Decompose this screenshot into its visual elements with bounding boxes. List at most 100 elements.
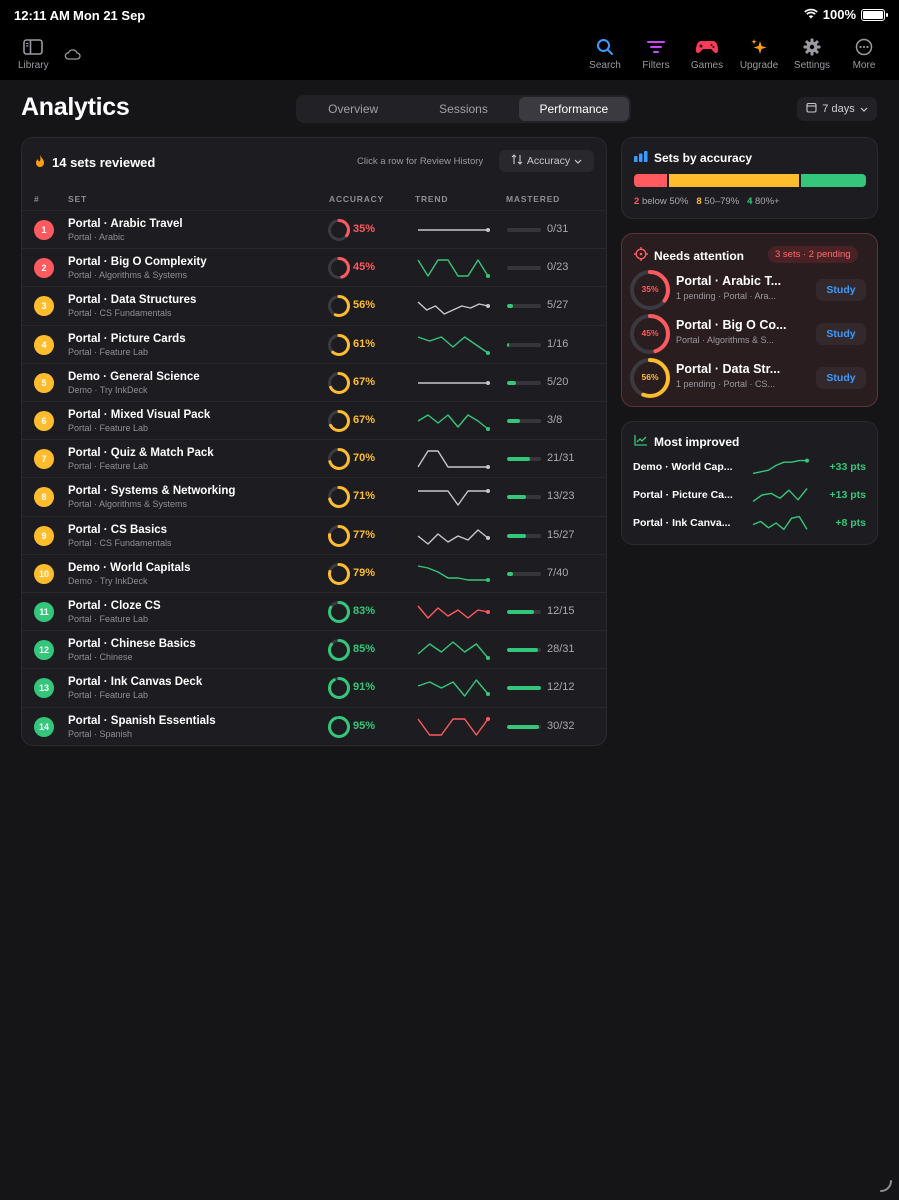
table-row[interactable]: 5 Demo · General Science Demo · Try InkDec… (22, 362, 606, 401)
mastered-value: 0/23 (547, 261, 569, 274)
status-date: Mon 21 Sep (73, 8, 146, 23)
table-row[interactable]: 4 Portal · Picture Cards Portal · Feature … (22, 324, 606, 363)
sort-dropdown[interactable]: Accuracy (499, 150, 594, 172)
filters-icon (647, 36, 665, 58)
attention-set-subtitle: 1 pending · Portal · CS... (676, 379, 776, 389)
mastered-value: 12/12 (547, 681, 575, 694)
mastered-bar-fill (507, 495, 527, 500)
accuracy-ring (328, 448, 350, 471)
table-row[interactable]: 12 Portal · Chinese Basics Portal · Chines… (22, 630, 606, 668)
accuracy-ring (328, 371, 350, 394)
trend-sparkline (417, 414, 490, 431)
mastered-bar (507, 266, 541, 271)
study-button[interactable]: Study (816, 323, 866, 345)
toolbar-label: Filters (642, 60, 670, 71)
mastered-value: 28/31 (547, 643, 575, 656)
toolbar-search-button[interactable]: Search (580, 36, 630, 71)
toolbar-upgrade-button[interactable]: Upgrade (734, 36, 784, 71)
mastered-bar (507, 342, 541, 347)
table-row[interactable]: 6 Portal · Mixed Visual Pack Portal · Feat… (22, 401, 606, 439)
improved-item[interactable]: Portal · Picture Ca... +13 pts (633, 486, 867, 506)
improved-item[interactable]: Portal · Ink Canva... +8 pts (633, 514, 867, 534)
table-row[interactable]: 2 Portal · Big O Complexity Portal · Algor… (22, 248, 606, 286)
set-subtitle: Portal · Feature Lab (68, 614, 149, 624)
library-button[interactable]: Library (18, 36, 49, 71)
table-row[interactable]: 14 Portal · Spanish Essentials Portal · Sp… (22, 706, 606, 745)
mastered-bar (507, 571, 541, 576)
mastered-value: 21/31 (547, 452, 575, 465)
search-icon (596, 36, 614, 58)
wifi-icon (803, 7, 818, 22)
table-row[interactable]: 1 Portal · Arabic Travel Portal · Arabic 35… (22, 210, 606, 248)
accuracy-percent: 95% (353, 719, 376, 732)
table-row[interactable]: 11 Portal · Cloze CS Portal · Feature Lab 8… (22, 592, 606, 630)
toolbar-settings-button[interactable]: Settings (787, 36, 837, 71)
trend-sparkline (417, 335, 490, 355)
set-name: Portal · Cloze CS (68, 600, 161, 612)
accuracy-ring (328, 524, 350, 547)
accuracy-percent: 85% (353, 643, 376, 656)
sort-label: Accuracy (526, 155, 571, 167)
accuracy-percent: 79% (353, 566, 376, 579)
table-row[interactable]: 8 Portal · Systems & Networking Portal · A… (22, 477, 606, 515)
attention-item[interactable]: 45% Portal · Big O Co... Portal · Algorith… (630, 314, 870, 354)
accuracy-percent: 70% (353, 452, 376, 465)
set-subtitle: Portal · CS Fundamentals (68, 537, 172, 548)
improved-delta: +8 pts (835, 517, 866, 529)
sidebar-icon (23, 36, 44, 58)
below-count: 2 (634, 196, 640, 207)
chevron-down-icon (860, 103, 868, 115)
trend-sparkline (417, 641, 490, 661)
rank-badge: 1 (34, 220, 54, 240)
mastered-value: 30/32 (547, 719, 575, 732)
mastered-bar (507, 457, 541, 462)
accuracy-percent: 56% (353, 299, 376, 312)
accuracy-percent: 35% (353, 223, 376, 235)
col-header-mastered: MASTERED (506, 194, 561, 204)
resize-handle-icon[interactable] (879, 1179, 893, 1198)
study-button[interactable]: Study (816, 279, 866, 301)
accuracy-ring (328, 257, 350, 280)
mastered-bar-fill (507, 304, 514, 309)
improved-sparkline (752, 488, 808, 502)
toolbar-filters-button[interactable]: Filters (631, 36, 681, 71)
mastered-value: 1/16 (547, 337, 569, 350)
mastered-bar-fill (507, 724, 539, 729)
mastered-bar-fill (507, 648, 538, 653)
table-row[interactable]: 9 Portal · CS Basics Portal · CS Fundament… (22, 515, 606, 554)
trend-sparkline (417, 679, 490, 698)
set-name: Demo · General Science (68, 370, 200, 383)
accuracy-legend: 2 below 50% 8 50–79% 4 80%+ (634, 196, 780, 207)
cloud-icon[interactable] (64, 47, 81, 65)
toolbar-games-button[interactable]: Games (682, 36, 732, 71)
accuracy-percent: 71% (353, 490, 376, 503)
trend-sparkline (417, 565, 490, 582)
mastered-value: 7/40 (547, 566, 569, 579)
table-row[interactable]: 7 Portal · Quiz & Match Pack Portal · Feat… (22, 439, 606, 477)
mastered-bar-fill (507, 380, 516, 385)
set-subtitle: Portal · Spanish (68, 728, 133, 739)
attention-item[interactable]: 56% Portal · Data Str... 1 pending · Porta… (630, 358, 870, 398)
rank-badge: 11 (34, 602, 54, 622)
improved-set-name: Demo · World Cap... (633, 461, 733, 473)
date-range-dropdown[interactable]: 7 days (797, 97, 877, 121)
tab-overview[interactable]: Overview (328, 102, 379, 116)
toolbar-more-button[interactable]: More (839, 36, 889, 71)
table-row[interactable]: 13 Portal · Ink Canvas Deck Portal · Featu… (22, 668, 606, 706)
mastered-bar-fill (507, 610, 535, 614)
sparkles-icon (750, 36, 768, 58)
needs-attention-label: Needs attention (654, 248, 745, 263)
table-row[interactable]: 3 Portal · Data Structures Portal · CS Fun… (22, 286, 606, 324)
study-button[interactable]: Study (816, 367, 866, 389)
tab-sessions[interactable]: Sessions (439, 102, 488, 116)
tab-performance[interactable]: Performance (518, 97, 629, 121)
table-row[interactable]: 10 Demo · World Capitals Demo · Try InkDec… (22, 553, 606, 592)
accuracy-ring (328, 410, 350, 432)
attention-item[interactable]: 35% Portal · Arabic T... 1 pending · Porta… (630, 270, 870, 310)
mastered-bar (507, 228, 541, 232)
improved-item[interactable]: Demo · World Cap... +33 pts (633, 458, 867, 478)
attention-ring (630, 358, 670, 398)
improved-set-name: Portal · Ink Canva... (633, 517, 731, 529)
set-name: Portal · Arabic Travel (68, 218, 183, 230)
accuracy-ring (328, 601, 350, 623)
